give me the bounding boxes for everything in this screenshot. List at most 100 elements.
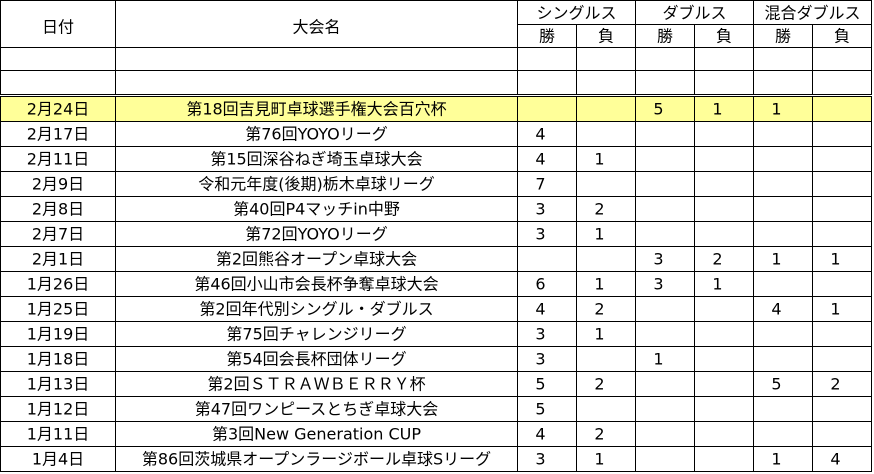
cell (812, 371, 872, 397)
cell (517, 47, 577, 71)
group-title: ダブルス (662, 4, 726, 23)
cell (0, 96, 116, 122)
date: 2月9日 (32, 175, 84, 194)
cell (576, 121, 636, 147)
cell (635, 146, 695, 172)
cell (0, 196, 116, 222)
cell (0, 0, 116, 48)
cell (812, 96, 872, 122)
win-count: 3 (653, 250, 663, 269)
cell (115, 396, 518, 422)
tournament-name: 第18回吉見町卓球選手権大会百穴杯 (186, 100, 446, 119)
cell (576, 221, 636, 247)
cell (576, 321, 636, 347)
date: 1月19日 (27, 325, 90, 344)
cell (753, 346, 813, 372)
cell (0, 421, 116, 447)
cell (517, 421, 577, 447)
cell (517, 146, 577, 172)
tournament-name: 第2回ＳＴＲＡＷＢＥＲＲＹ杯 (207, 375, 425, 394)
cell (635, 221, 695, 247)
loss-count: 2 (594, 200, 604, 219)
cell (812, 296, 872, 322)
cell (0, 321, 116, 347)
cell (694, 346, 754, 372)
loss-count: 2 (712, 250, 722, 269)
cell (0, 171, 116, 197)
tournament-name: 第2回年代別シングル・ダブルス (199, 300, 433, 319)
win-count: 3 (535, 350, 545, 369)
cell (0, 70, 116, 95)
tournament-name: 第40回P4マッチin中野 (233, 200, 400, 219)
cell (0, 146, 116, 172)
cell (635, 321, 695, 347)
tournament-name: 第72回YOYOリーグ (245, 225, 387, 244)
cell (812, 70, 872, 95)
cell (115, 0, 518, 48)
cell (576, 96, 636, 122)
cell (753, 70, 813, 95)
cell (694, 221, 754, 247)
cell (0, 296, 116, 322)
cell (753, 96, 813, 122)
date: 2月7日 (32, 225, 84, 244)
cell (517, 196, 577, 222)
cell (812, 271, 872, 297)
cell (576, 446, 636, 472)
group-title: 混合ダブルス (764, 4, 860, 23)
cell (517, 121, 577, 147)
cell (694, 396, 754, 422)
date: 2月24日 (27, 100, 90, 119)
cell (517, 396, 577, 422)
cell (115, 246, 518, 272)
cell (576, 296, 636, 322)
win-count: 3 (535, 200, 545, 219)
cell (812, 421, 872, 447)
cell (115, 221, 518, 247)
cell (812, 346, 872, 372)
win-count: 4 (535, 125, 545, 144)
cell (812, 246, 872, 272)
cell (694, 96, 754, 122)
tournament-name: 第2回熊谷オープン卓球大会 (216, 250, 417, 269)
cell (753, 446, 813, 472)
loss-count: 1 (830, 300, 840, 319)
cell (812, 396, 872, 422)
cell (0, 47, 116, 71)
cell (694, 371, 754, 397)
cell (576, 70, 636, 95)
cell (635, 96, 695, 122)
date: 1月25日 (27, 300, 90, 319)
win-count: 4 (535, 300, 545, 319)
cell (635, 346, 695, 372)
loss-count: 1 (594, 150, 604, 169)
tournament-name: 第15回深谷ねぎ埼玉卓球大会 (210, 150, 422, 169)
win-count: 4 (771, 300, 781, 319)
loss-count: 1 (712, 100, 722, 119)
date: 1月11日 (27, 425, 90, 444)
cell (517, 221, 577, 247)
cell (635, 196, 695, 222)
cell (753, 246, 813, 272)
cell (576, 47, 636, 71)
cell (635, 70, 695, 95)
cell (517, 70, 577, 95)
cell (635, 171, 695, 197)
cell (576, 171, 636, 197)
cell (635, 296, 695, 322)
group-title: シングルス (536, 4, 616, 23)
cell (635, 271, 695, 297)
loss-count: 1 (830, 250, 840, 269)
loss-header: 負 (716, 27, 732, 46)
date: 1月18日 (27, 350, 90, 369)
loss-count: 1 (594, 225, 604, 244)
win-count: 5 (535, 400, 545, 419)
cell (517, 446, 577, 472)
cell (753, 321, 813, 347)
loss-count: 2 (594, 375, 604, 394)
cell (635, 396, 695, 422)
date: 2月8日 (32, 200, 84, 219)
cell (115, 196, 518, 222)
cell (635, 47, 695, 71)
win-header: 勝 (657, 27, 673, 46)
